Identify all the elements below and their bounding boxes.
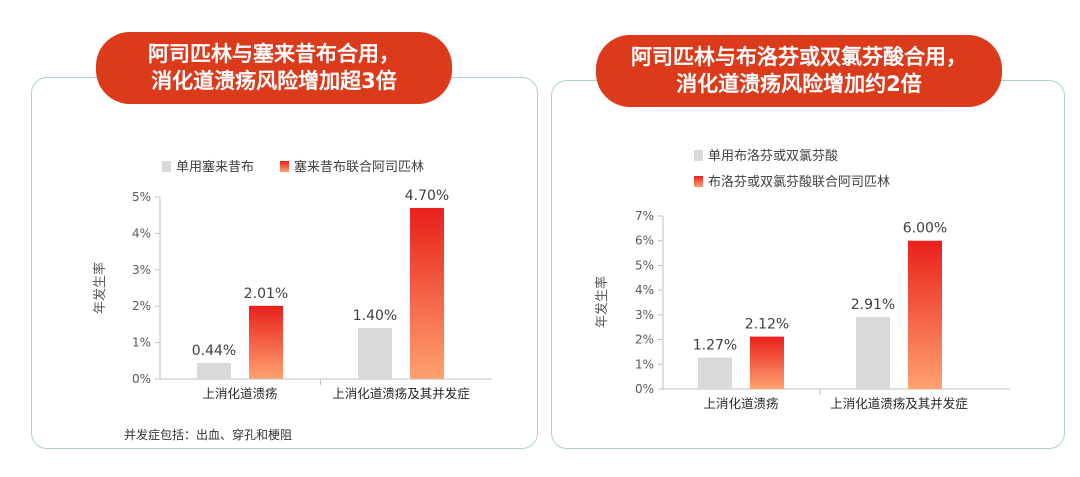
- left-y-tick-label: 5%: [132, 190, 151, 204]
- left-legend-swatch: [162, 161, 171, 172]
- right-y-tick-label: 7%: [635, 209, 654, 223]
- right-bar: [908, 240, 942, 389]
- right-bar: [698, 357, 732, 389]
- left-data-label: 0.44%: [192, 343, 236, 359]
- complication-footnote: 并发症包括：出血、穿孔和梗阻: [124, 428, 293, 442]
- left-bar: [249, 305, 283, 379]
- left-data-label: 1.40%: [353, 308, 397, 324]
- left-bar: [410, 207, 444, 379]
- right-y-tick-label: 0%: [635, 382, 654, 396]
- left-category-label: 上消化道溃疡: [202, 386, 277, 401]
- right-title-banner: 阿司匹林与布洛芬或双氯芬酸合用， 消化道溃疡风险增加约2倍: [596, 35, 1002, 107]
- right-bar: [856, 317, 890, 389]
- left-bar: [197, 362, 231, 379]
- right-category-label: 上消化道溃疡: [703, 396, 778, 411]
- right-legend-label: 布洛芬或双氯芬酸联合阿司匹林: [708, 175, 890, 190]
- right-data-label: 1.27%: [693, 338, 737, 354]
- left-legend-label: 单用塞来昔布: [176, 159, 254, 175]
- right-y-tick-label: 5%: [635, 258, 654, 272]
- left-y-axis-title: 年发生率: [92, 262, 108, 314]
- left-y-tick-label: 1%: [132, 336, 151, 350]
- right-y-tick-label: 1%: [635, 357, 654, 371]
- right-y-axis-title: 年发生率: [594, 276, 610, 328]
- right-bar: [750, 336, 784, 389]
- right-y-tick-label: 6%: [635, 234, 654, 248]
- left-y-tick-label: 4%: [132, 226, 151, 240]
- left-y-tick-label: 3%: [132, 263, 151, 277]
- right-legend-label: 单用布洛芬或双氯芬酸: [708, 149, 838, 164]
- right-data-label: 2.91%: [851, 297, 895, 313]
- right-legend-swatch: [694, 150, 703, 161]
- right-y-tick-label: 2%: [635, 333, 654, 347]
- left-y-tick-label: 2%: [132, 299, 151, 313]
- left-title-line2: 消化道溃疡风险增加超3倍: [151, 69, 397, 93]
- right-y-tick-label: 4%: [635, 283, 654, 297]
- right-data-label: 2.12%: [745, 317, 789, 333]
- right-category-label: 上消化道溃疡及其并发症: [830, 396, 968, 411]
- right-title-line1: 阿司匹林与布洛芬或双氯芬酸合用，: [631, 45, 967, 69]
- right-chart-panel: [551, 80, 1065, 449]
- left-legend-label: 塞来昔布联合阿司匹林: [294, 159, 424, 175]
- left-data-label: 4.70%: [405, 188, 449, 204]
- right-legend-swatch: [694, 176, 703, 187]
- left-title-banner: 阿司匹林与塞来昔布合用， 消化道溃疡风险增加超3倍: [96, 32, 452, 104]
- right-y-tick-label: 3%: [635, 308, 654, 322]
- right-data-label: 6.00%: [903, 221, 947, 237]
- left-title-line1: 阿司匹林与塞来昔布合用，: [148, 42, 400, 66]
- left-y-tick-label: 0%: [132, 372, 151, 386]
- left-bar: [358, 328, 392, 379]
- left-category-label: 上消化道溃疡及其并发症: [332, 386, 470, 401]
- right-title-line2: 消化道溃疡风险增加约2倍: [676, 72, 922, 96]
- left-chart-panel: [31, 77, 538, 449]
- left-data-label: 2.01%: [244, 286, 288, 302]
- left-legend-swatch: [280, 161, 289, 172]
